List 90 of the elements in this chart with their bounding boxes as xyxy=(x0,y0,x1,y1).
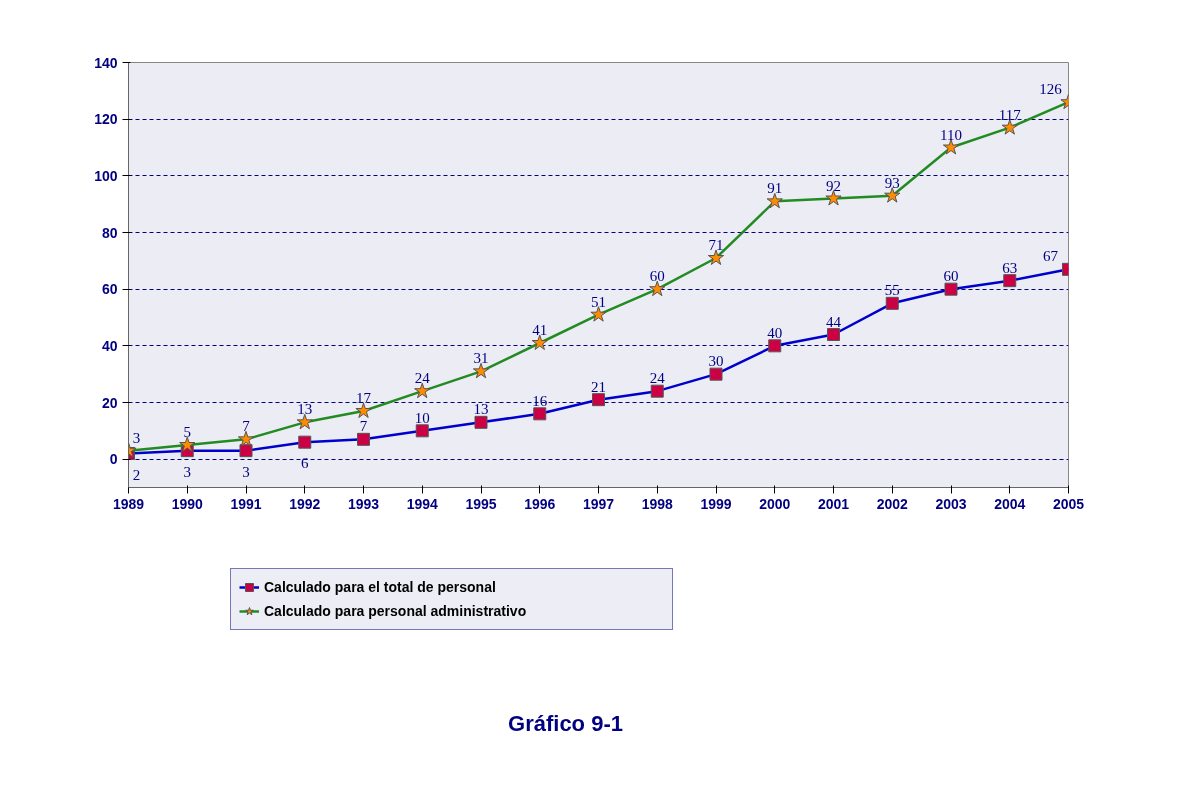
data-label: 21 xyxy=(591,378,606,395)
point xyxy=(1001,119,1018,135)
point xyxy=(415,424,429,438)
x-tick-label: 2003 xyxy=(935,495,967,512)
data-label: 7 xyxy=(242,418,251,435)
point xyxy=(474,415,488,429)
x-tick-label: 1995 xyxy=(465,495,497,512)
data-label: 60 xyxy=(649,268,665,285)
point xyxy=(298,435,312,449)
data-label: 3 xyxy=(132,429,141,446)
point xyxy=(592,393,605,407)
y-tick-label: 100 xyxy=(94,167,118,184)
data-label: 16 xyxy=(532,392,548,409)
y-tick-label: 140 xyxy=(94,54,118,71)
point xyxy=(885,296,899,310)
data-label: 40 xyxy=(767,324,783,341)
data-label: 110 xyxy=(940,126,962,143)
data-label: 93 xyxy=(884,174,900,191)
data-label: 30 xyxy=(708,353,724,370)
x-tick-label: 1989 xyxy=(112,495,145,512)
data-label: 3 xyxy=(183,463,191,480)
legend-label: Calculado para el total de personal xyxy=(264,579,497,595)
x-tick-label: 2001 xyxy=(817,495,850,512)
x-tick-label: 1996 xyxy=(524,495,556,512)
data-label: 13 xyxy=(297,401,313,418)
data-label: 60 xyxy=(943,268,959,285)
x-tick-label: 1998 xyxy=(641,495,674,512)
x-tick-label: 1994 xyxy=(406,495,439,512)
x-tick-label: 2002 xyxy=(876,495,909,512)
data-label: 7 xyxy=(359,418,368,435)
data-label: 31 xyxy=(473,350,489,367)
point xyxy=(709,367,723,381)
x-tick-label: 1993 xyxy=(347,495,380,512)
x-tick-label: 2004 xyxy=(994,495,1026,512)
point xyxy=(531,334,548,350)
x-tick-label: 2000 xyxy=(759,495,791,512)
data-label: 10 xyxy=(414,409,430,426)
data-label: 67 xyxy=(1043,248,1059,265)
point xyxy=(237,430,255,447)
data-label: 13 xyxy=(473,401,489,418)
point xyxy=(707,249,725,265)
point xyxy=(590,306,607,322)
point xyxy=(768,339,782,353)
data-label: 91 xyxy=(767,180,783,197)
point xyxy=(1003,274,1017,288)
point xyxy=(766,192,783,209)
data-label: 44 xyxy=(826,313,842,330)
y-tick-label: 60 xyxy=(101,281,118,298)
x-tick-label: 1999 xyxy=(700,495,732,512)
point xyxy=(239,444,253,458)
point xyxy=(944,282,958,296)
x-tick-label: 1990 xyxy=(171,495,204,512)
point xyxy=(179,436,196,452)
data-label: 71 xyxy=(708,237,724,253)
data-label: 3 xyxy=(242,463,250,480)
point xyxy=(942,139,960,155)
data-label: 117 xyxy=(998,106,1022,123)
point xyxy=(649,280,666,297)
text: Gráfico 9-1 xyxy=(508,710,623,736)
data-label: 63 xyxy=(1002,259,1018,276)
data-label: 2 xyxy=(132,466,141,483)
point xyxy=(414,382,431,399)
point xyxy=(827,328,840,341)
point xyxy=(296,413,313,430)
data-label: 24 xyxy=(649,370,666,387)
y-tick-label: 120 xyxy=(94,111,118,128)
x-tick-label: 1991 xyxy=(230,495,262,512)
y-tick-label: 0 xyxy=(109,451,118,468)
point xyxy=(472,362,490,379)
data-label: 41 xyxy=(532,322,548,338)
data-label: 5 xyxy=(183,424,191,440)
point xyxy=(650,384,664,398)
point xyxy=(825,190,842,206)
x-tick-label: 2005 xyxy=(1052,495,1085,512)
point xyxy=(884,187,901,203)
point xyxy=(357,432,370,446)
data-label: 92 xyxy=(826,177,841,194)
point xyxy=(355,402,372,418)
point xyxy=(533,407,547,421)
y-tick-label: 40 xyxy=(101,337,118,354)
legend-label: Calculado para personal administrativo xyxy=(264,603,528,619)
data-label: 126 xyxy=(1039,81,1063,98)
y-tick-label: 80 xyxy=(101,224,118,241)
x-tick-label: 1997 xyxy=(582,495,615,512)
data-label: 6 xyxy=(301,455,309,472)
data-label: 24 xyxy=(414,370,431,387)
y-tick-label: 20 xyxy=(101,394,118,411)
data-label: 51 xyxy=(591,293,606,310)
x-tick-label: 1992 xyxy=(289,495,321,512)
data-label: 17 xyxy=(356,390,372,406)
